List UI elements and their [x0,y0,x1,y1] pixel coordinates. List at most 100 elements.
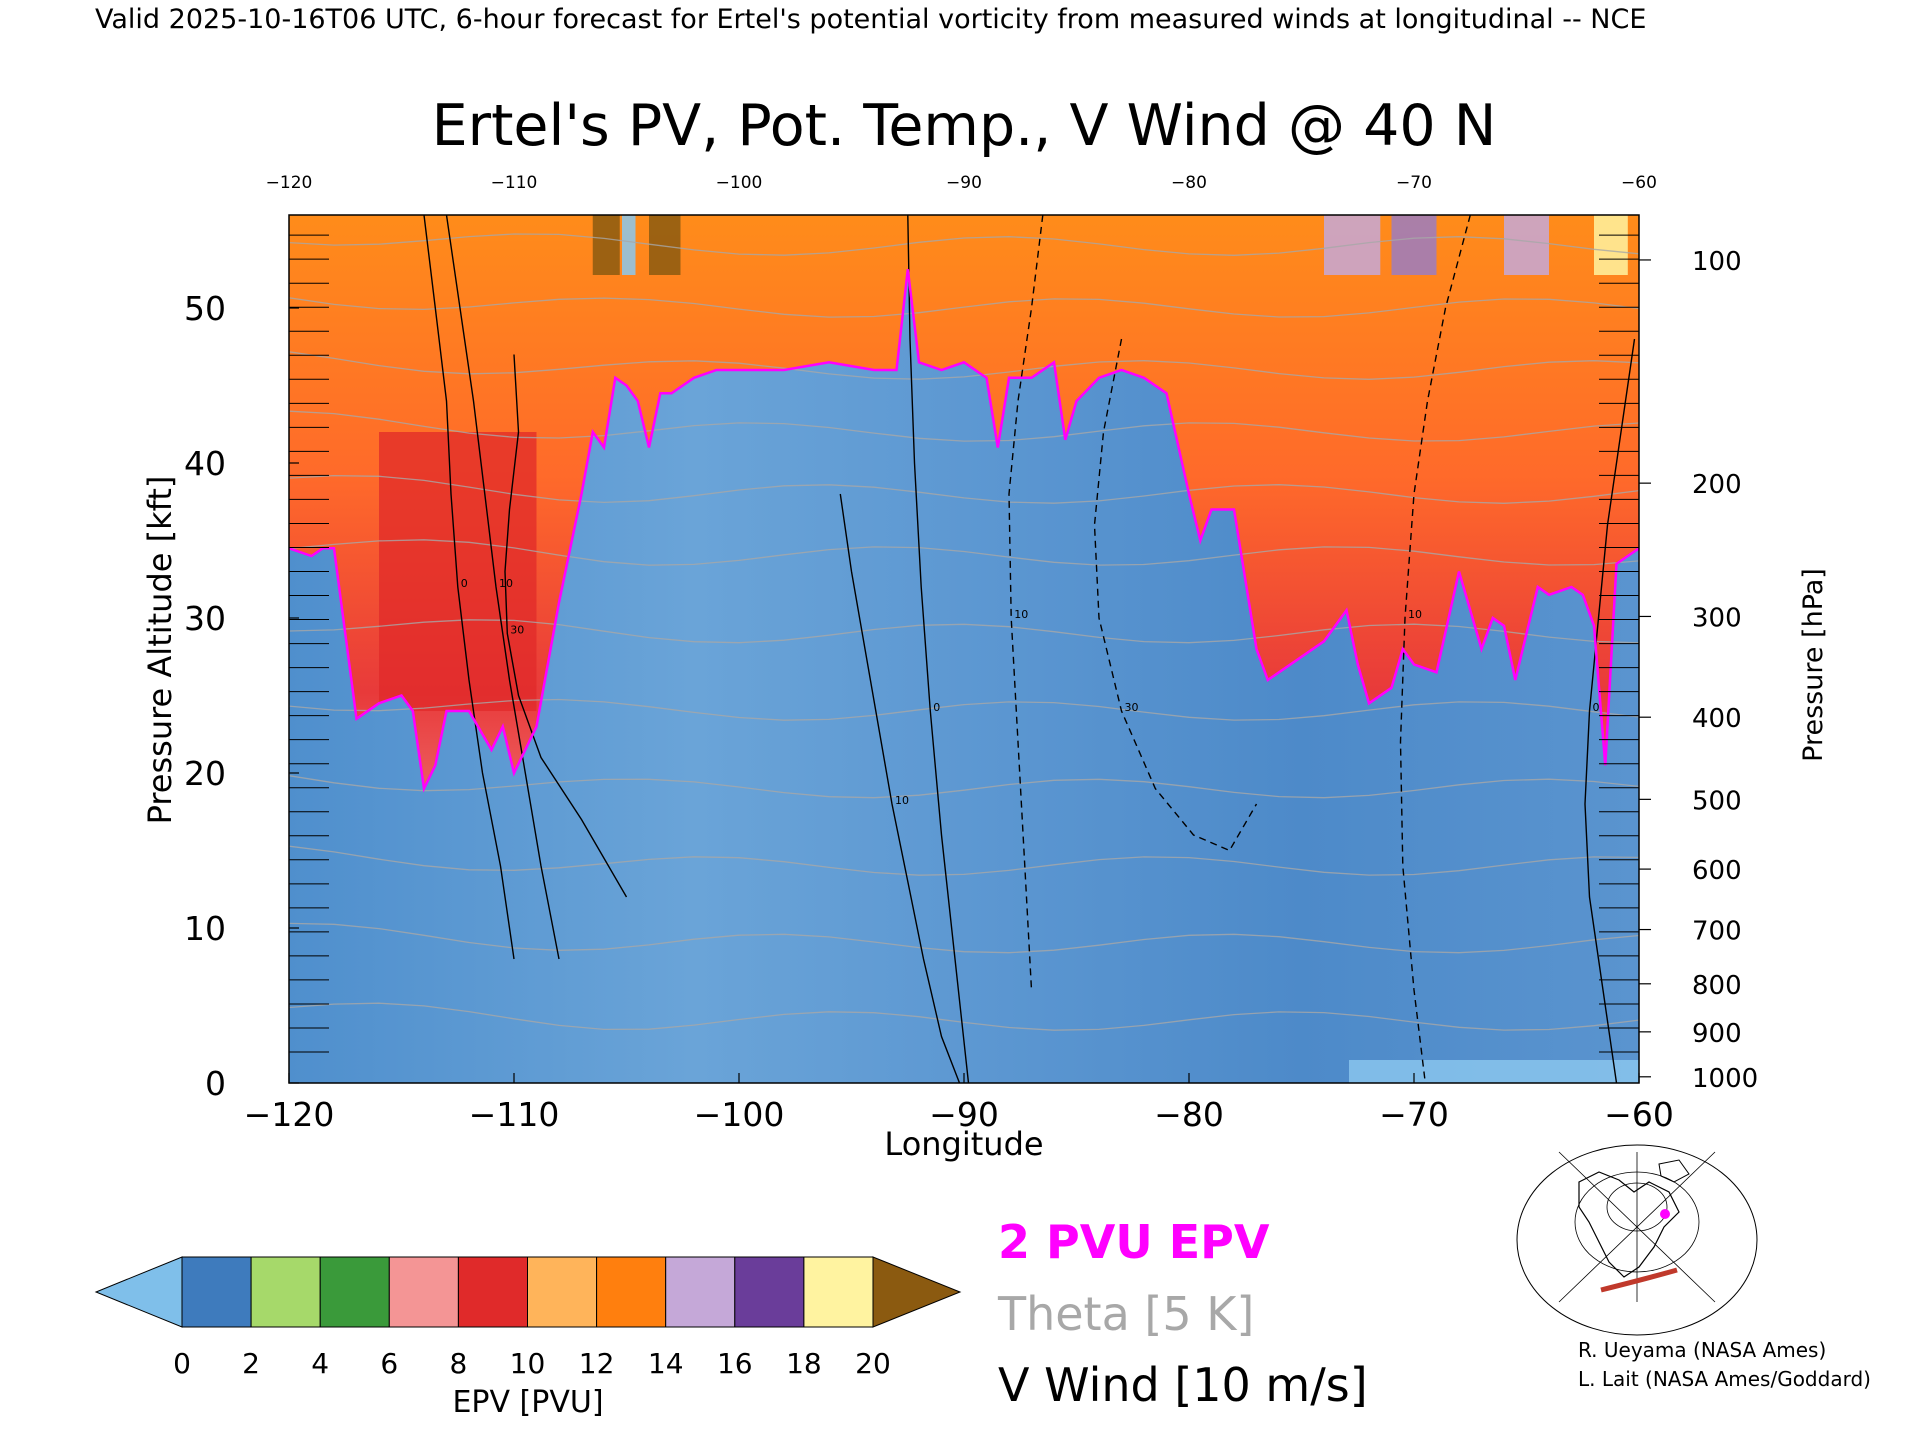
x-tick-label: −110 [469,1095,560,1134]
colorbar-tick-label: 2 [242,1347,260,1380]
y-tick-label: 20 [184,754,226,793]
credits: R. Ueyama (NASA Ames) L. Lait (NASA Ames… [1578,1336,1871,1394]
wind-contour [839,493,961,1083]
wind-contour [1584,338,1636,1083]
legend: 2 PVU EPV Theta [5 K] V Wind [10 m/s] [997,1215,1368,1412]
x-axis-ticks: −120 −110 −100 −90 −80 −70 −60 [244,1073,1674,1134]
top-tick-label: −100 [716,173,763,193]
colorbar-label: EPV [PVU] [452,1385,603,1420]
colorbar-segment [457,1256,528,1328]
pv-2pvu-line [289,269,1639,793]
pressure-minor-ticks [289,234,1639,1053]
pressure-tick-label: 100 [1692,247,1742,277]
y-tick-label: 30 [184,599,226,638]
colorbar-over-arrow [872,1256,962,1328]
colorbar-segment [803,1256,874,1328]
colorbar-segment [596,1256,667,1328]
top-tick-label: −80 [1171,173,1207,193]
inset-globe-map [1516,1144,1758,1336]
pressure-tick-label: 800 [1692,971,1742,1001]
pv-colorbar: 0 2 4 6 8 10 12 14 16 18 20 [94,1256,962,1380]
x-tick-label: −70 [1379,1095,1449,1134]
colorbar-segment [319,1256,390,1328]
colorbar-segment [665,1256,736,1328]
pressure-tick-label: 1000 [1692,1064,1758,1094]
colorbar-tick-label: 8 [449,1347,467,1380]
colorbar-segment [181,1256,252,1328]
wind-contour-label: 0 [1593,701,1600,714]
x-tick-label: −80 [1154,1095,1224,1134]
legend-entry: Theta [5 K] [997,1287,1254,1341]
colorbar-tick-label: 10 [510,1347,546,1380]
theta-contours [289,233,1639,1031]
wind-contour [1008,215,1044,991]
wind-contour-label: 30 [510,624,524,637]
chart-title: Ertel's PV, Pot. Temp., V Wind @ 40 N [432,93,1497,159]
pressure-tick-label: 700 [1692,917,1742,947]
colorbar-tick-label: 0 [173,1347,191,1380]
stratosphere-band [592,215,620,275]
stratosphere-band [622,215,636,275]
colorbar-segment [388,1256,459,1328]
wind-contour [423,215,515,960]
theta-isentrope [289,233,1639,256]
colorbar-segment [527,1256,598,1328]
colorbar-tick-label: 6 [380,1347,398,1380]
pressure-tick-label: 600 [1692,856,1742,886]
colorbar-segment [734,1256,805,1328]
pressure-tick-label: 200 [1692,470,1742,500]
colorbar-tick-label: 16 [717,1347,753,1380]
y-tick-label: 10 [184,909,226,948]
theta-isentrope [289,351,1639,380]
y-axis-label: Pressure Altitude [kft] [141,476,179,825]
pressure-tick-label: 300 [1692,603,1742,633]
stratosphere-band [1504,215,1549,275]
theta-isentrope [289,1002,1639,1031]
theta-isentrope [289,698,1639,721]
legend-entry: V Wind [10 m/s] [998,1358,1368,1412]
colorbar-tick-label: 12 [579,1347,615,1380]
y-tick-label: 40 [184,444,226,483]
theta-isentrope [289,922,1639,954]
troposphere-fill [289,269,1639,1083]
theta-isentrope [289,297,1639,318]
top-tick-label: −120 [266,173,313,193]
x-axis-label: Longitude [884,1125,1043,1163]
wind-contour [1399,215,1471,1083]
theta-isentrope [289,845,1639,876]
credit-line: R. Ueyama (NASA Ames) [1578,1338,1827,1362]
top-tick-label: −90 [946,173,982,193]
wind-contour [445,215,560,960]
colorbar-under-arrow [94,1256,183,1328]
theta-isentrope [289,775,1639,799]
x-tick-label: −100 [694,1095,785,1134]
y-axis-ticks: 0 10 20 30 40 50 [184,289,299,1103]
top-tick-label: −60 [1621,173,1657,193]
legend-entry: 2 PVU EPV [998,1215,1270,1269]
theta-isentrope [289,539,1639,566]
x-tick-label: −90 [929,1095,999,1134]
colorbar-tick-label: 18 [786,1347,822,1380]
pressure-tick-label: 400 [1692,704,1742,734]
theta-isentrope [289,619,1639,644]
wind-contour-label: 0 [461,577,468,590]
surface-band [1349,1060,1639,1083]
y2-axis-label: Pressure [hPa] [1798,568,1829,762]
stratosphere-band [1391,215,1437,275]
wind-contour [504,354,628,898]
x-tick-label: −60 [1604,1095,1674,1134]
high-pv-tongue [379,432,537,711]
pressure-tick-label: 500 [1692,786,1742,816]
colorbar-segment [250,1256,321,1328]
wind-contour [907,215,970,1083]
wind-contour-label: 10 [1408,608,1422,621]
wind-contour-label: 10 [1014,608,1028,621]
theta-isentrope [289,410,1639,442]
colorbar-tick-label: 4 [311,1347,329,1380]
header-text: Valid 2025-10-16T06 UTC, 6-hour forecast… [95,4,1646,35]
colorbar-tick-label: 14 [648,1347,684,1380]
stratosphere-band [1594,215,1628,275]
